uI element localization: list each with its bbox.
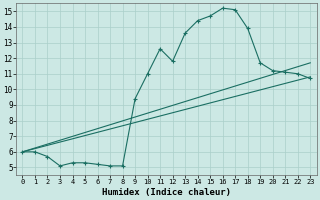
X-axis label: Humidex (Indice chaleur): Humidex (Indice chaleur): [102, 188, 231, 197]
